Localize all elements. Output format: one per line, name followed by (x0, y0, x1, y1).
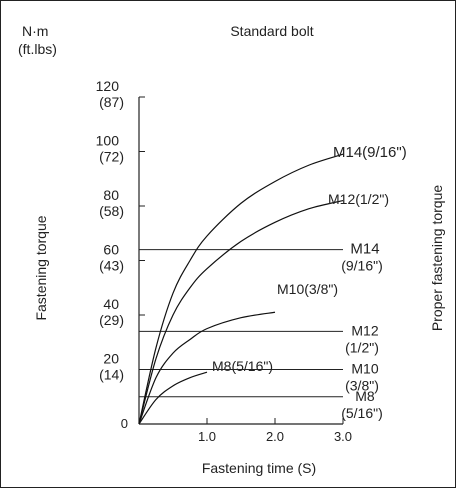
proper-torque-name: M10 (351, 361, 378, 377)
y-axis-label: Fastening torque (33, 215, 49, 320)
torque-curve (138, 153, 344, 425)
y-tick-label-ftlbs: (14) (99, 367, 124, 383)
y-tick-label: 80 (103, 187, 119, 203)
curve-label: M14(9/16") (333, 144, 407, 161)
y-tick-label: 60 (103, 242, 119, 258)
x-axis-label: Fastening time (S) (202, 460, 316, 476)
proper-torque-name: M12 (351, 322, 378, 338)
y-tick-label: 20 (103, 351, 119, 367)
curve-label: M8(5/16") (212, 358, 273, 374)
y-tick-label-ftlbs: (29) (99, 312, 124, 328)
right-axis-label: Proper fastening torque (429, 185, 445, 332)
torque-curve (138, 371, 208, 425)
y-tick-label: 40 (103, 296, 119, 312)
torque-curve (138, 311, 276, 425)
curve-label: M12(1/2") (328, 191, 389, 207)
proper-torque-name: M14 (350, 241, 379, 258)
proper-torque-size: (9/16") (341, 258, 383, 274)
chart-title: Standard bolt (230, 23, 313, 39)
unit-label-nm: N·m (22, 23, 48, 39)
y-tick-label: 120 (96, 78, 120, 94)
x-tick-label: 3.0 (334, 429, 352, 444)
y-tick-label-ftlbs: (87) (99, 94, 124, 110)
x-tick-label: 2.0 (266, 429, 284, 444)
proper-torque-name: M8 (355, 388, 375, 404)
plot-area: 0 20(14) 40(29) 60(43) 80(58) 100(72) 120(87) 1… (96, 78, 407, 444)
x-tick-label: 1.0 (198, 429, 216, 444)
y-tick-label-ftlbs: (43) (99, 258, 124, 274)
proper-torque-size: (1/2") (345, 339, 379, 355)
unit-label-ftlbs: (ft.lbs) (18, 41, 57, 57)
y-tick-label: 100 (96, 133, 120, 149)
proper-torque-size: (5/16") (341, 405, 383, 421)
y-tick-label: 0 (121, 416, 128, 431)
torque-curve (138, 199, 344, 425)
y-tick-label-ftlbs: (58) (99, 203, 124, 219)
proper-torque-size: (3/8") (345, 378, 379, 394)
curve-label: M10(3/8") (277, 281, 338, 297)
y-tick-label-ftlbs: (72) (99, 149, 124, 165)
